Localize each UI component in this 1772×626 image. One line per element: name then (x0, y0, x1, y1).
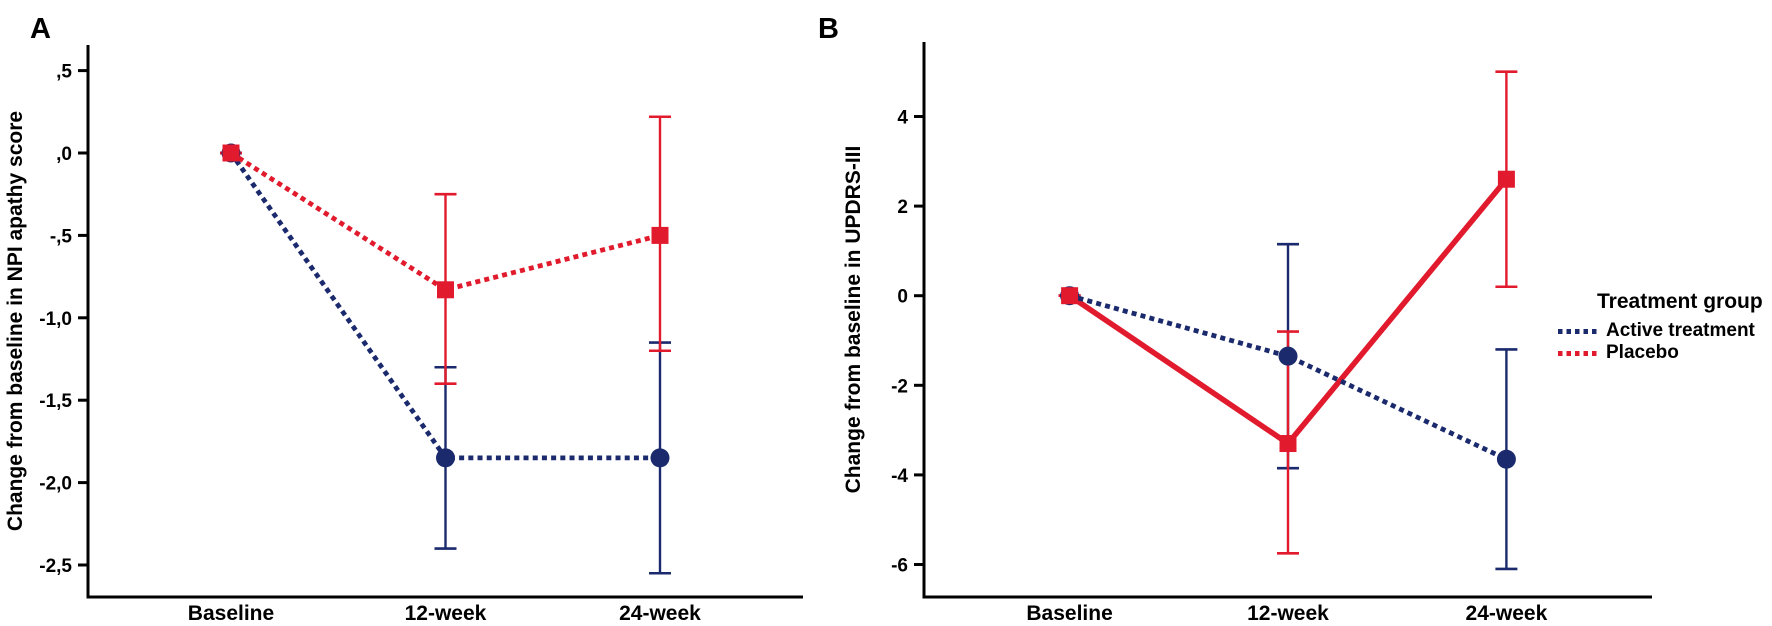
markers-placebo (1061, 170, 1515, 453)
y-tick-label: -2,0 (39, 474, 72, 495)
data-point-square (1497, 170, 1515, 188)
data-point-circle (436, 448, 455, 468)
data-point-square (1279, 435, 1297, 453)
y-axis-title: Change from baseline in NPI apathy score (4, 111, 27, 531)
legend-item-placebo: Placebo (1558, 342, 1772, 364)
y-tick-label: -2 (891, 376, 908, 397)
y-tick-label: 4 (897, 108, 908, 129)
data-point-square (222, 144, 240, 162)
y-tick-label: 0 (897, 287, 908, 308)
y-tick-label: -2,5 (39, 556, 72, 577)
legend-item-label: Placebo (1606, 342, 1679, 363)
series-line-active (1068, 293, 1508, 462)
legend-title: Treatment group (1597, 290, 1763, 313)
x-tick-label: 12-week (405, 602, 487, 625)
x-tick-label: 24-week (1466, 602, 1548, 625)
x-tick-label: 24-week (619, 602, 701, 625)
legend: Treatment group Active treatment Placebo (1558, 290, 1772, 364)
y-tick-label: ,0 (56, 144, 72, 165)
panel-b: B 4 2 0 -2 -4 -6 Baseline 12-week 24-week Change f… (818, 13, 1652, 625)
y-tick-label: -4 (891, 466, 908, 487)
legend-items: Active treatment Placebo (1558, 320, 1772, 364)
panel-a: A,5 ,0 -,5 -1,0 -1,5 -2,0 -2,5 Baseline 12-week 2… (4, 13, 803, 625)
legend-item-label: Active treatment (1606, 320, 1755, 341)
series-line-placebo (229, 150, 661, 293)
y-tick-label: -1,5 (39, 391, 72, 412)
y-axis-title: Change from baseline in UPDRS-III (842, 146, 865, 494)
markers-placebo (222, 144, 669, 299)
data-point-circle (1496, 449, 1516, 469)
data-point-square (1061, 287, 1079, 305)
x-tick-label: Baseline (1026, 602, 1112, 625)
data-point-circle (1278, 346, 1298, 366)
y-tick-label: -1,0 (39, 309, 72, 330)
legend-swatch-placebo (1558, 350, 1598, 356)
data-point-circle (650, 448, 670, 468)
legend-item-active-treatment: Active treatment (1558, 320, 1772, 342)
data-point-square (651, 226, 669, 244)
legend-swatch-active-treatment (1558, 328, 1598, 334)
x-tick-label: 12-week (1247, 602, 1329, 625)
panel-letter: A (30, 13, 51, 45)
y-tick-label: -6 (891, 556, 908, 577)
y-tick-label: 2 (897, 197, 908, 218)
y-tick-label: -,5 (50, 226, 73, 247)
x-tick-label: Baseline (188, 602, 274, 625)
y-tick-label: ,5 (56, 62, 72, 83)
data-point-square (437, 281, 454, 299)
panel-letter: B (818, 13, 839, 45)
